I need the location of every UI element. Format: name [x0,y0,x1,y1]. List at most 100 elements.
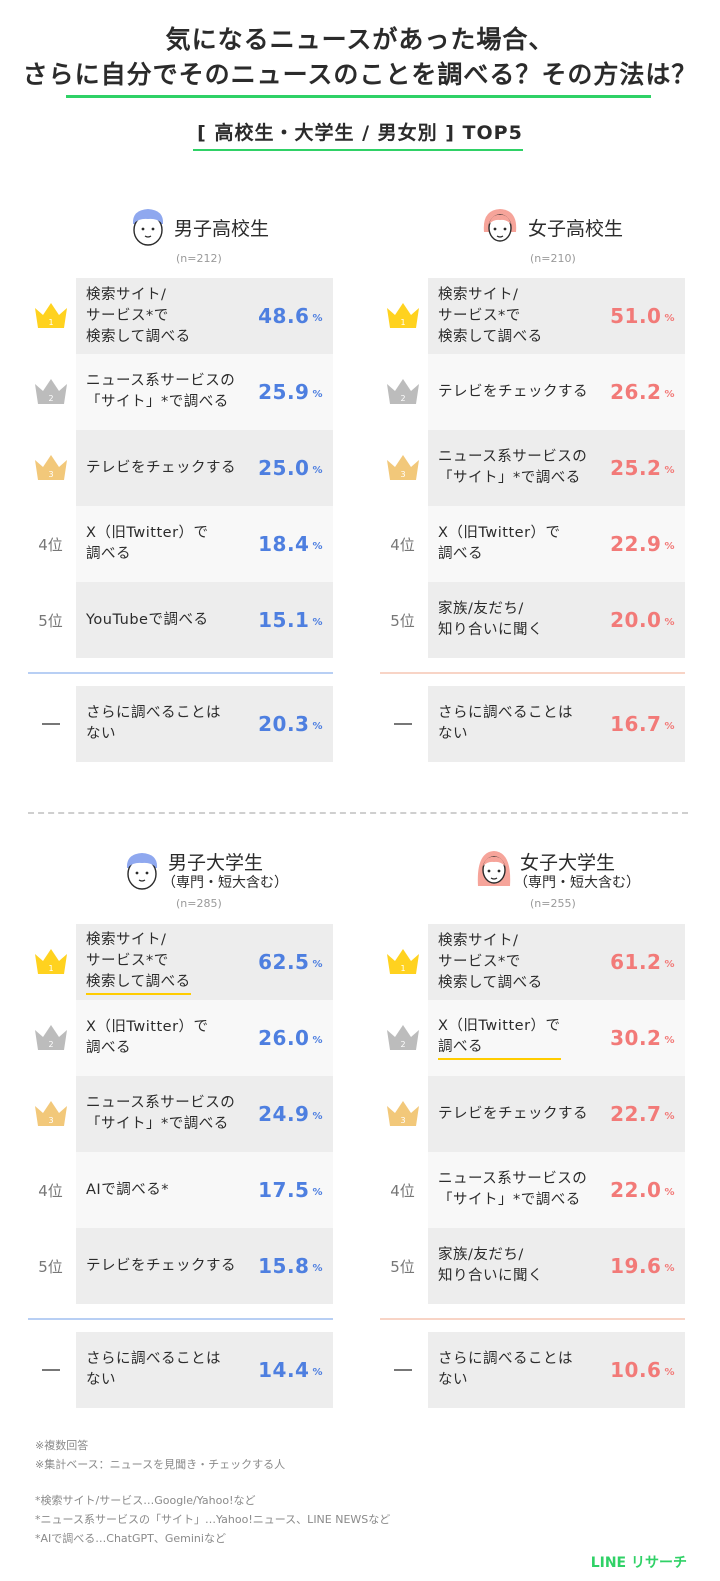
answer-percentage: 17.5% [258,1152,323,1228]
percent-sign: % [664,959,675,970]
answer-text: テレビをチェックする [86,1257,236,1274]
crown-rank-number: 2 [400,1040,405,1049]
percent-sign: % [664,1263,675,1274]
answer-label: ニュース系サービスの 「サイト」*で調べる [86,354,256,430]
percentage-value: 22.7 [610,1102,662,1126]
crown-shape [386,1025,419,1050]
answer-percentage: 20.0% [610,582,675,658]
answer-text: X（旧Twitter）で 調べる [438,525,561,562]
rank-label: 4位 [390,1181,415,1200]
percent-sign: % [312,617,323,628]
answer-cell: テレビをチェックする 22.7% [428,1076,685,1152]
crown-rank-number: 1 [400,318,405,327]
ranking-row: 4位 AIで調べる* 17.5% [28,1152,338,1228]
group-title: 女子高校生 [528,218,624,240]
answer-label: テレビをチェックする [86,1228,256,1304]
percent-sign: % [312,1111,323,1122]
answer-text: テレビをチェックする [438,1105,588,1122]
eye-right [151,227,155,231]
bangs [489,214,511,224]
avatar [122,850,162,890]
rank-label: 4位 [38,535,63,554]
page-subtitle: [ 高校生・大学生 / 男女別 ] TOP5 [197,122,523,144]
ranking-row: 4位 X（旧Twitter）で 調べる 18.4% [28,506,338,582]
percentage-value: 26.0 [258,1026,310,1050]
percent-sign: % [312,1035,323,1046]
ranking-row: 4位 X（旧Twitter）で 調べる 22.9% [380,506,690,582]
answer-percentage: 22.9% [610,506,675,582]
rank-cell: 1 [28,278,73,354]
crown-rank-number: 3 [48,470,53,479]
eye-left [141,227,145,231]
footnote-line: ※複数回答 [35,1439,89,1452]
answer-text: 家族/友だち/ 知り合いに聞く [438,1247,543,1284]
percentage-value: 20.3 [258,712,310,736]
ranking-row: 3 テレビをチェックする 22.7% [380,1076,690,1152]
crown-shape [386,379,419,404]
percentage-value: 25.2 [610,456,662,480]
answer-label: テレビをチェックする [438,1076,608,1152]
crown-gold-icon: 1 [386,949,419,974]
percent-sign: % [664,1187,675,1198]
answer-label: 家族/友だち/ 知り合いに聞く [438,1228,608,1304]
page-title: 気になるニュースがあった場合、 さらに自分でそのニュースのことを調べる？その方法… [0,22,720,92]
answer-text: ニュース系サービスの 「サイト」*で調べる [86,1095,236,1132]
answer-cell: ニュース系サービスの 「サイト」*で調べる 25.2% [428,430,685,506]
percent-sign: % [664,1035,675,1046]
answer-cell: ニュース系サービスの 「サイト」*で調べる 22.0% [428,1152,685,1228]
percentage-value: 14.4 [258,1358,310,1382]
answer-percentage: 19.6% [610,1228,675,1304]
answer-label: AIで調べる* [86,1152,256,1228]
answer-label: さらに調べることは ない [438,1332,608,1408]
answer-text: 家族/友だち/ 知り合いに聞く [438,601,543,638]
ranking-row: 5位 YouTubeで調べる 15.1% [28,582,338,658]
crown-silver-icon: 2 [34,1025,67,1050]
mouth [138,879,146,882]
answer-text: テレビをチェックする [86,459,236,476]
rank-label: 5位 [390,611,415,630]
rank-dash [41,1369,60,1371]
rank-cell: 1 [28,924,73,1000]
answer-label: ニュース系サービスの 「サイト」*で調べる [86,1076,256,1152]
percent-sign: % [664,313,675,324]
avatar [474,848,514,888]
percentage-value: 22.0 [610,1178,662,1202]
answer-text: さらに調べることは ない [438,705,573,742]
crown-rank-number: 2 [48,1040,53,1049]
answer-label: テレビをチェックする [438,354,608,430]
eye-left [135,871,139,875]
answer-text: 検索サイト/ サービス*で 検索して調べる [438,286,543,345]
answer-cell: テレビをチェックする 25.0% [76,430,333,506]
section-separator [28,1318,333,1320]
answer-cell: 検索サイト/ サービス*で 検索して調べる 61.2% [428,924,685,1000]
ranking-row: 4位 ニュース系サービスの 「サイト」*で調べる 22.0% [380,1152,690,1228]
title-line-1: 気になるニュースがあった場合、 [165,25,555,54]
percent-sign: % [312,389,323,400]
crown-rank-number: 3 [400,1116,405,1125]
rank-cell: 2 [380,354,425,430]
answer-cell: さらに調べることは ない 16.7% [428,686,685,762]
ranking-row: 5位 家族/友だち/ 知り合いに聞く 20.0% [380,582,690,658]
percentage-value: 22.9 [610,532,662,556]
answer-cell: ニュース系サービスの 「サイト」*で調べる 24.9% [76,1076,333,1152]
answer-text: X（旧Twitter）で 調べる [86,1019,209,1056]
footnote-line [35,1474,390,1491]
answer-text: ニュース系サービスの 「サイト」*で調べる [86,373,236,410]
answer-percentage: 26.2% [610,354,675,430]
line-research-logo: LINE リサーチ [590,1555,687,1571]
group-header: 女子高校生 (n=210) [380,200,690,280]
percentage-value: 20.0 [610,608,662,632]
ranking-row: 1 検索サイト/ サービス*で 検索して調べる 62.5% [28,924,338,1000]
percentage-value: 30.2 [610,1026,662,1050]
answer-label: さらに調べることは ない [86,1332,256,1408]
crown-shape [386,1101,419,1126]
crown-rank-number: 1 [48,964,53,973]
answer-label: X（旧Twitter）で 調べる [438,506,608,582]
boy-avatar-icon [126,853,158,890]
percent-sign: % [312,465,323,476]
answer-percentage: 22.0% [610,1152,675,1228]
rank-cell: 4位 [380,1152,425,1228]
percentage-value: 62.5 [258,950,310,974]
crown-bronze-icon: 3 [386,1101,419,1126]
rank-cell: 2 [28,1000,73,1076]
